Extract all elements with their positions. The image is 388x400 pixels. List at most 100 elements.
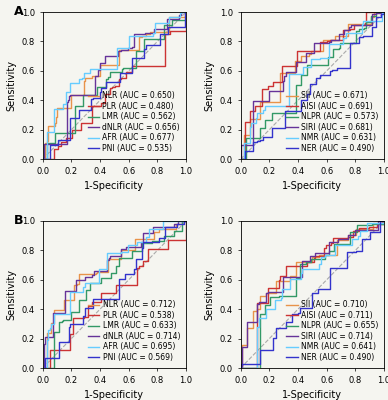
PNI (AUC = 0.569)	[184, 218, 189, 223]
Line: dNLR (AUC = 0.714): dNLR (AUC = 0.714)	[43, 221, 186, 368]
Line: AISI (AUC = 0.691): AISI (AUC = 0.691)	[241, 12, 384, 159]
NLR (AUC = 0.650)	[55, 105, 60, 110]
NLPR (AUC = 0.655)	[341, 241, 345, 246]
SIRI (AUC = 0.681)	[370, 12, 375, 16]
Line: SII (AUC = 0.710): SII (AUC = 0.710)	[241, 221, 384, 368]
LMR (AUC = 0.633)	[180, 218, 185, 223]
LMR (AUC = 0.633)	[172, 228, 177, 233]
AISI (AUC = 0.711)	[331, 241, 336, 246]
LMR (AUC = 0.633)	[118, 255, 122, 260]
NER (AUC = 0.490)	[374, 14, 378, 19]
NLR (AUC = 0.712)	[138, 236, 142, 241]
NMR (AUC = 0.631)	[238, 157, 243, 162]
dNLR (AUC = 0.656)	[180, 10, 185, 14]
NLPR (AUC = 0.573)	[270, 111, 274, 116]
dNLR (AUC = 0.714)	[74, 278, 78, 283]
NLR (AUC = 0.712)	[132, 236, 137, 241]
PNI (AUC = 0.569)	[141, 245, 146, 250]
SIRI (AUC = 0.681)	[281, 74, 286, 78]
dNLR (AUC = 0.656)	[92, 74, 97, 78]
NLR (AUC = 0.650)	[144, 32, 148, 36]
PLR (AUC = 0.480)	[40, 157, 45, 162]
SII (AUC = 0.671)	[382, 10, 386, 14]
NER (AUC = 0.490)	[329, 69, 334, 74]
NLR (AUC = 0.650)	[166, 14, 171, 19]
AISI (AUC = 0.691)	[353, 22, 358, 27]
Y-axis label: Sensitivity: Sensitivity	[6, 60, 16, 111]
SIRI (AUC = 0.714)	[238, 366, 243, 370]
dNLR (AUC = 0.714)	[121, 246, 126, 251]
AISI (AUC = 0.711)	[349, 234, 353, 239]
NER (AUC = 0.490)	[328, 266, 333, 270]
SII (AUC = 0.710)	[382, 218, 386, 223]
PLR (AUC = 0.538)	[165, 238, 170, 242]
AFR (AUC = 0.695)	[81, 284, 86, 289]
NLPR (AUC = 0.655)	[356, 222, 360, 227]
dNLR (AUC = 0.656)	[184, 10, 189, 14]
PLR (AUC = 0.480)	[184, 10, 189, 14]
Line: SIRI (AUC = 0.714): SIRI (AUC = 0.714)	[241, 221, 384, 368]
SIRI (AUC = 0.714)	[336, 240, 340, 245]
PLR (AUC = 0.538)	[135, 282, 139, 287]
Line: PNI (AUC = 0.569): PNI (AUC = 0.569)	[43, 221, 186, 368]
AISI (AUC = 0.711)	[284, 264, 289, 269]
NMR (AUC = 0.631)	[347, 31, 352, 36]
Line: LMR (AUC = 0.633): LMR (AUC = 0.633)	[43, 221, 186, 368]
Line: NLPR (AUC = 0.655): NLPR (AUC = 0.655)	[241, 221, 384, 368]
NER (AUC = 0.490)	[367, 230, 372, 235]
NLR (AUC = 0.712)	[40, 366, 45, 370]
NER (AUC = 0.490)	[317, 73, 322, 78]
PLR (AUC = 0.480)	[123, 70, 128, 75]
PNI (AUC = 0.569)	[157, 235, 162, 240]
dNLR (AUC = 0.714)	[140, 231, 145, 236]
AISI (AUC = 0.691)	[364, 10, 368, 14]
SII (AUC = 0.710)	[264, 290, 269, 295]
PLR (AUC = 0.480)	[113, 84, 118, 89]
NMR (AUC = 0.641)	[356, 234, 361, 238]
PNI (AUC = 0.569)	[83, 305, 88, 310]
PNI (AUC = 0.535)	[166, 25, 171, 30]
PNI (AUC = 0.535)	[130, 56, 134, 61]
SII (AUC = 0.710)	[379, 218, 384, 223]
Legend: SII (AUC = 0.671), AISI (AUC = 0.691), NLPR (AUC = 0.573), SIRI (AUC = 0.681), N: SII (AUC = 0.671), AISI (AUC = 0.691), N…	[284, 89, 380, 155]
AFR (AUC = 0.677)	[181, 10, 186, 14]
SII (AUC = 0.710)	[335, 238, 340, 243]
AFR (AUC = 0.695)	[161, 218, 165, 223]
NLPR (AUC = 0.573)	[363, 20, 368, 25]
SII (AUC = 0.671)	[238, 157, 243, 162]
NLR (AUC = 0.712)	[140, 236, 145, 241]
PLR (AUC = 0.480)	[113, 84, 118, 89]
NLR (AUC = 0.650)	[40, 157, 45, 162]
LMR (AUC = 0.562)	[120, 66, 125, 70]
AFR (AUC = 0.677)	[131, 34, 136, 39]
PNI (AUC = 0.569)	[182, 218, 187, 223]
Text: B: B	[14, 214, 24, 226]
NER (AUC = 0.490)	[357, 35, 361, 40]
NLPR (AUC = 0.573)	[353, 41, 358, 46]
NER (AUC = 0.490)	[331, 266, 335, 270]
LMR (AUC = 0.633)	[130, 255, 134, 260]
NER (AUC = 0.490)	[270, 126, 275, 130]
SIRI (AUC = 0.681)	[329, 38, 334, 42]
NMR (AUC = 0.641)	[365, 221, 370, 226]
PLR (AUC = 0.538)	[137, 265, 142, 270]
dNLR (AUC = 0.714)	[184, 218, 189, 223]
PNI (AUC = 0.535)	[40, 157, 45, 162]
Line: NLPR (AUC = 0.573): NLPR (AUC = 0.573)	[241, 12, 384, 159]
LMR (AUC = 0.633)	[80, 297, 85, 302]
NER (AUC = 0.490)	[382, 218, 386, 223]
NLPR (AUC = 0.655)	[303, 260, 308, 264]
dNLR (AUC = 0.656)	[132, 44, 137, 49]
PNI (AUC = 0.535)	[88, 97, 93, 102]
dNLR (AUC = 0.714)	[108, 254, 113, 259]
AISI (AUC = 0.691)	[348, 26, 352, 31]
PNI (AUC = 0.535)	[143, 43, 148, 48]
NMR (AUC = 0.641)	[318, 255, 323, 260]
NMR (AUC = 0.631)	[341, 36, 346, 41]
AFR (AUC = 0.677)	[184, 10, 189, 14]
X-axis label: 1-Specificity: 1-Specificity	[85, 181, 144, 191]
PLR (AUC = 0.480)	[163, 32, 167, 37]
SII (AUC = 0.710)	[372, 221, 377, 226]
AFR (AUC = 0.677)	[72, 80, 77, 85]
Y-axis label: Sensitivity: Sensitivity	[204, 60, 214, 111]
